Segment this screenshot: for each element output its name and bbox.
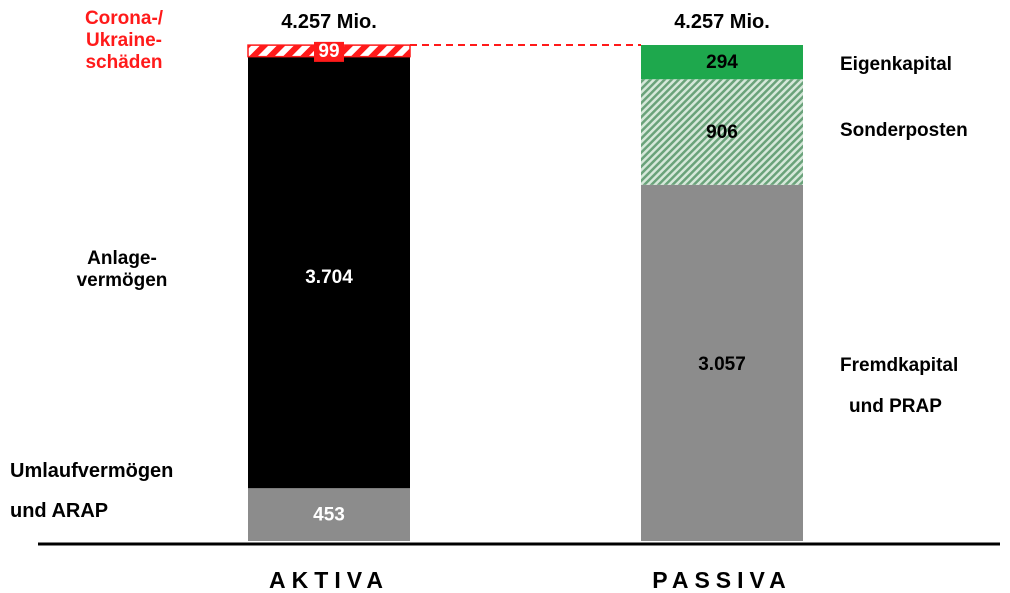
value-label: 294	[706, 52, 738, 73]
segment-label-line: und PRAP	[849, 396, 942, 417]
segment-label-line: Fremdkapital	[840, 355, 958, 376]
segment-aktiva-1	[248, 56, 410, 489]
value-label: 3.057	[698, 354, 746, 375]
bars-layer	[38, 44, 1000, 546]
segment-label-line: Anlage-	[87, 248, 157, 269]
segment-passiva-2	[641, 45, 803, 80]
value-box-corona	[314, 41, 344, 62]
segment-label-line: Eigenkapital	[840, 54, 952, 75]
segment-passiva-1	[641, 79, 803, 185]
labels-layer: 453 Umlaufvermögen und ARAP 3.704 Anlage-ver…	[10, 8, 968, 593]
value-label: 906	[706, 122, 738, 143]
category-label: AKTIVA	[269, 567, 389, 593]
segment-passiva-0	[641, 184, 803, 541]
total-label: 4.257 Mio.	[281, 11, 377, 33]
segment-label-line: vermögen	[77, 270, 168, 291]
segment-label-line: Ukraine-	[86, 30, 162, 51]
segment-label-line: Sonderposten	[840, 120, 968, 141]
segment-aktiva-0	[248, 488, 410, 541]
category-label: PASSIVA	[652, 567, 792, 593]
segment-label-line: Corona-/	[85, 8, 164, 29]
value-label: 99	[318, 41, 339, 62]
value-label: 453	[313, 505, 345, 526]
segment-label-line: und ARAP	[10, 500, 108, 522]
segment-label-line: Umlaufvermögen	[10, 460, 173, 482]
value-label: 3.704	[305, 267, 353, 288]
total-label: 4.257 Mio.	[674, 11, 770, 33]
segment-label-line: schäden	[85, 52, 162, 73]
